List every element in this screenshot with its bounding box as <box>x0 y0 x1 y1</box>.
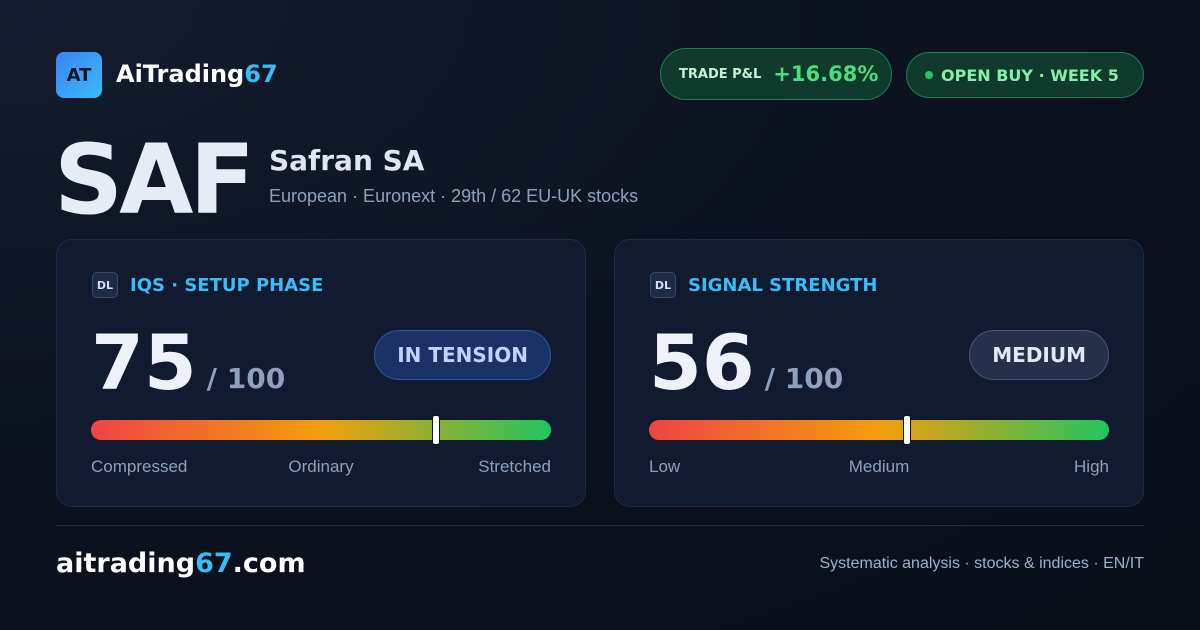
logo: AT <box>56 52 102 98</box>
score: 56 <box>649 318 755 407</box>
gauge-label: High <box>1074 457 1109 476</box>
status-text: OPEN BUY · WEEK 5 <box>941 65 1119 85</box>
phase-badge: MEDIUM <box>969 330 1109 380</box>
site: aitrading67.com <box>56 548 306 579</box>
score-card: DL IQS · SETUP PHASE 75 / 100 IN TENSION Comp… <box>56 239 586 507</box>
card-title: IQS · SETUP PHASE <box>130 275 324 296</box>
divider <box>56 525 1144 526</box>
pnl-label: TRADE P&L <box>679 66 762 82</box>
gauge-marker <box>902 415 911 445</box>
gauge-label: Low <box>649 457 681 476</box>
pnl-value: +16.68% <box>773 62 879 86</box>
score: 75 <box>91 318 197 407</box>
card-icon: DL <box>92 272 118 298</box>
phase-badge: IN TENSION <box>374 330 551 380</box>
gauge-label: Compressed <box>91 457 188 476</box>
gauge-label: Stretched <box>478 457 551 476</box>
score-card: DL SIGNAL STRENGTH 56 / 100 MEDIUM Low Medium H… <box>614 239 1144 507</box>
card-title: SIGNAL STRENGTH <box>688 275 878 296</box>
status-dot <box>925 71 933 79</box>
brand-accent: 67 <box>244 60 278 88</box>
brand-text: AiTrading <box>116 60 245 88</box>
gauge-bar <box>649 415 1109 445</box>
score-max: / 100 <box>764 362 844 395</box>
tagline: Systematic analysis · stocks & indices ·… <box>819 555 1144 572</box>
status-badge: OPEN BUY · WEEK 5 <box>906 52 1144 98</box>
score-max: / 100 <box>206 362 286 395</box>
site-text: aitrading <box>56 548 196 579</box>
gauge-marker <box>432 415 440 445</box>
company-subtitle: European · Euronext · 29th / 62 EU-UK st… <box>269 186 639 206</box>
gauge-label: Ordinary <box>288 457 354 476</box>
gauge-label: Medium <box>848 457 910 476</box>
company-name: Safran SA <box>269 144 425 177</box>
brand: AiTrading67 <box>116 60 278 88</box>
gauge-bar <box>91 415 551 445</box>
site-accent: 67 <box>195 548 233 579</box>
site-tld: .com <box>232 548 306 579</box>
card-icon: DL <box>650 272 676 298</box>
ticker: SAF <box>54 124 255 236</box>
pnl-badge: TRADE P&L +16.68% <box>660 48 892 100</box>
